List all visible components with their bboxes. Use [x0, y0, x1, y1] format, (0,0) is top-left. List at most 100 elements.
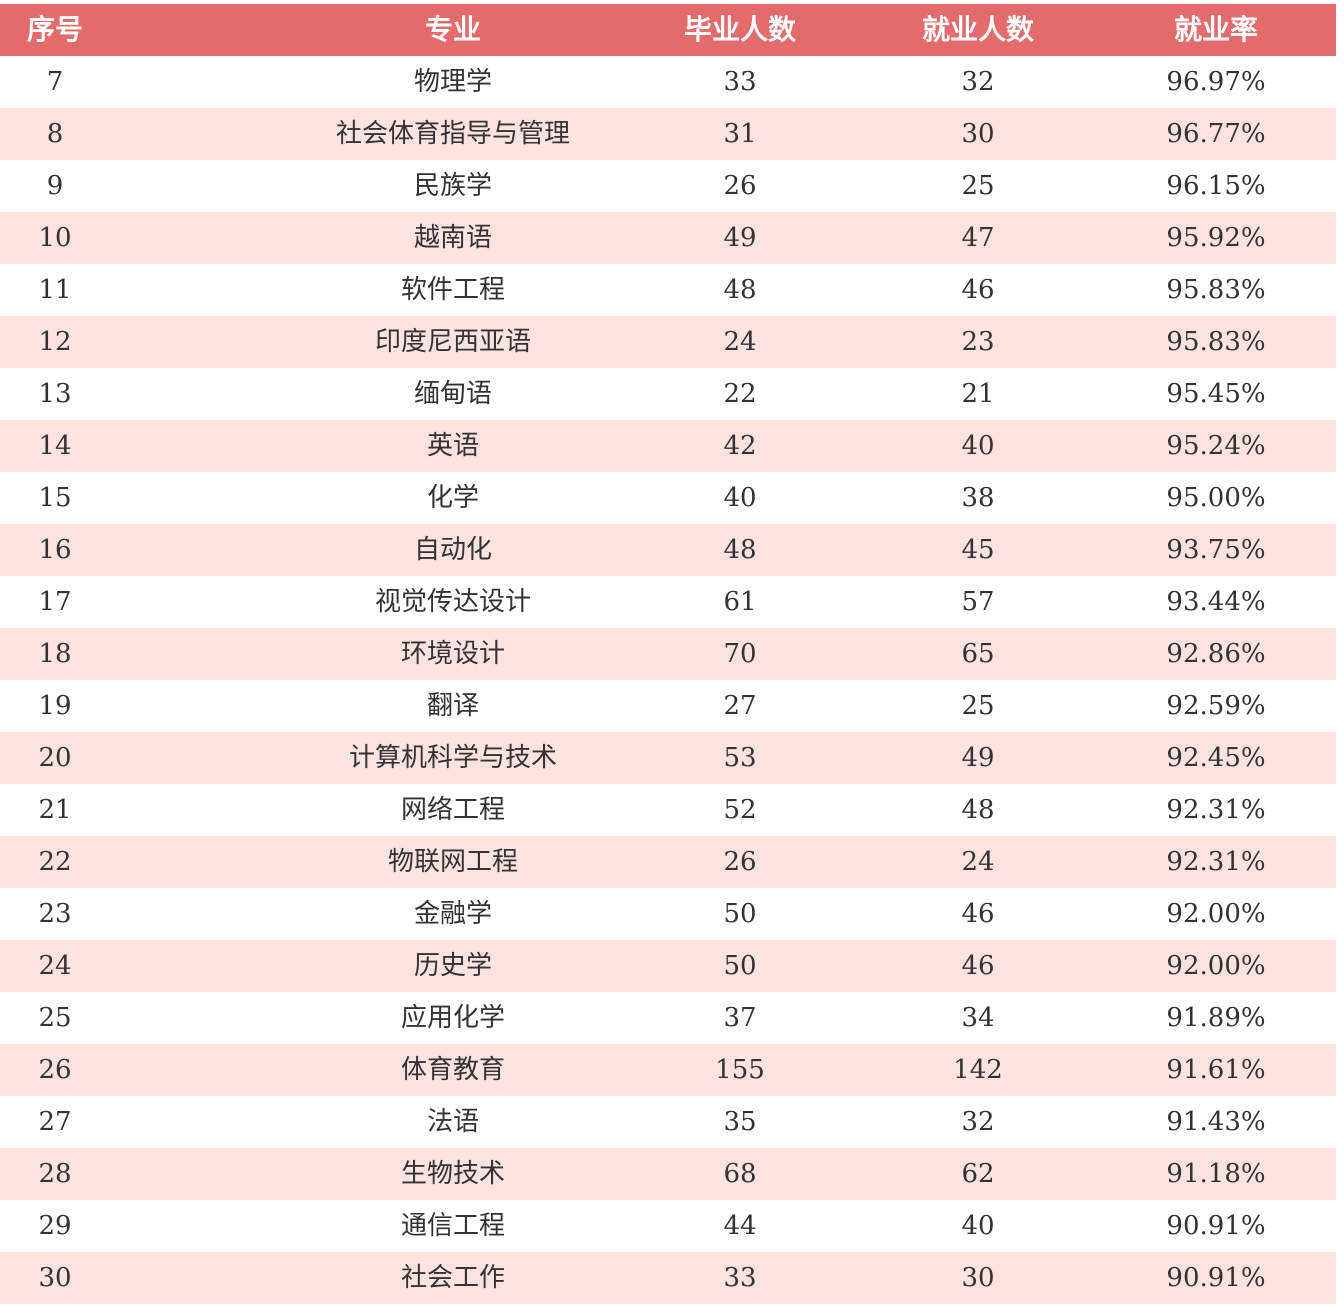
header-cell: 专业	[424, 13, 481, 46]
table-cell: 26	[723, 171, 757, 201]
table-cell: 物理学	[413, 67, 492, 97]
table-cell: 31	[723, 119, 757, 149]
table-row: 7 物理学 33 32 96.97%	[0, 56, 1336, 108]
table-cell: 应用化学	[400, 1003, 505, 1033]
table-cell: 48	[723, 275, 757, 305]
table-cell: 70	[723, 639, 757, 669]
table-cell: 17	[38, 587, 72, 617]
table-cell: 19	[38, 691, 72, 721]
table-cell: 27	[723, 691, 757, 721]
table-cell: 物联网工程	[387, 847, 518, 877]
table-cell: 65	[961, 639, 995, 669]
table-cell: 96.15%	[1166, 171, 1266, 201]
table-cell: 25	[38, 1003, 72, 1033]
header-cell: 毕业人数	[683, 13, 796, 46]
table-cell: 11	[38, 275, 72, 305]
table-cell: 24	[961, 847, 995, 877]
table-cell: 95.83%	[1166, 327, 1266, 357]
table-cell: 越南语	[413, 223, 492, 253]
table-cell: 28	[38, 1159, 72, 1189]
table-row: 13 缅甸语 22 21 95.45%	[0, 368, 1336, 420]
table-cell: 37	[723, 1003, 757, 1033]
table-row: 12 印度尼西亚语 24 23 95.83%	[0, 316, 1336, 368]
table-cell: 50	[723, 951, 757, 981]
table-cell: 翻译	[426, 691, 479, 721]
table-cell: 23	[961, 327, 995, 357]
table-cell: 通信工程	[400, 1211, 505, 1241]
table-cell: 30	[961, 119, 995, 149]
table-row: 19 翻译 27 25 92.59%	[0, 680, 1336, 732]
header-cell: 就业率	[1173, 13, 1258, 46]
table-row: 21 网络工程 52 48 92.31%	[0, 784, 1336, 836]
table-cell: 92.31%	[1166, 795, 1266, 825]
table-cell: 体育教育	[400, 1055, 505, 1085]
table-cell: 25	[961, 691, 995, 721]
table-row: 10 越南语 49 47 95.92%	[0, 212, 1336, 264]
table-cell: 34	[961, 1003, 995, 1033]
table-cell: 91.43%	[1166, 1107, 1266, 1137]
table-cell: 法语	[426, 1107, 479, 1137]
table-cell: 18	[38, 639, 72, 669]
table-cell: 93.75%	[1166, 535, 1266, 565]
table-cell: 40	[961, 431, 995, 461]
table-cell: 30	[961, 1263, 995, 1293]
table-cell: 15	[38, 483, 72, 513]
table-row: 8 社会体育指导与管理 31 30 96.77%	[0, 108, 1336, 160]
table-row: 23 金融学 50 46 92.00%	[0, 888, 1336, 940]
table-cell: 91.89%	[1166, 1003, 1266, 1033]
table-cell: 49	[961, 743, 995, 773]
table-cell: 46	[961, 899, 995, 929]
table-cell: 92.00%	[1166, 899, 1266, 929]
table-cell: 62	[961, 1159, 995, 1189]
table-cell: 48	[723, 535, 757, 565]
table-cell: 16	[38, 535, 72, 565]
table-cell: 90.91%	[1166, 1211, 1266, 1241]
table-cell: 35	[723, 1107, 757, 1137]
table-cell: 50	[723, 899, 757, 929]
table-cell: 22	[38, 847, 72, 877]
table-cell: 92.45%	[1166, 743, 1266, 773]
table-cell: 26	[723, 847, 757, 877]
table-cell: 20	[38, 743, 72, 773]
table-cell: 25	[961, 171, 995, 201]
table-row: 30 社会工作 33 30 90.91%	[0, 1252, 1336, 1304]
table-cell: 40	[723, 483, 757, 513]
table-cell: 10	[38, 223, 72, 253]
table-cell: 52	[723, 795, 757, 825]
table-cell: 95.24%	[1166, 431, 1266, 461]
table-row: 14 英语 42 40 95.24%	[0, 420, 1336, 472]
table-cell: 缅甸语	[413, 379, 492, 409]
table-cell: 化学	[426, 483, 479, 513]
table-cell: 33	[723, 1263, 757, 1293]
table-cell: 历史学	[413, 951, 492, 981]
table-cell: 49	[723, 223, 757, 253]
table-cell: 英语	[426, 431, 479, 461]
table-cell: 12	[38, 327, 72, 357]
table-cell: 90.91%	[1166, 1263, 1266, 1293]
table-cell: 142	[953, 1055, 1003, 1085]
table-row: 27 法语 35 32 91.43%	[0, 1096, 1336, 1148]
table-cell: 95.00%	[1166, 483, 1266, 513]
table-cell: 42	[723, 431, 757, 461]
table-cell: 自动化	[413, 535, 492, 565]
table-row: 26 体育教育 155 142 91.61%	[0, 1044, 1336, 1096]
table-cell: 40	[961, 1211, 995, 1241]
table-cell: 95.92%	[1166, 223, 1266, 253]
table-row: 20 计算机科学与技术 53 49 92.45%	[0, 732, 1336, 784]
table-cell: 38	[961, 483, 995, 513]
header-row: 序号 专业 毕业人数 就业人数 就业率	[0, 4, 1336, 56]
table-cell: 46	[961, 275, 995, 305]
table-cell: 环境设计	[400, 639, 505, 669]
table-row: 18 环境设计 70 65 92.86%	[0, 628, 1336, 680]
table-cell: 14	[38, 431, 72, 461]
table-cell: 95.83%	[1166, 275, 1266, 305]
table-row: 24 历史学 50 46 92.00%	[0, 940, 1336, 992]
table-cell: 45	[961, 535, 995, 565]
table-row: 9 民族学 26 25 96.15%	[0, 160, 1336, 212]
table-cell: 民族学	[413, 171, 492, 201]
table-cell: 95.45%	[1166, 379, 1266, 409]
table-cell: 47	[961, 223, 995, 253]
table-cell: 91.18%	[1166, 1159, 1266, 1189]
table-cell: 32	[961, 1107, 995, 1137]
